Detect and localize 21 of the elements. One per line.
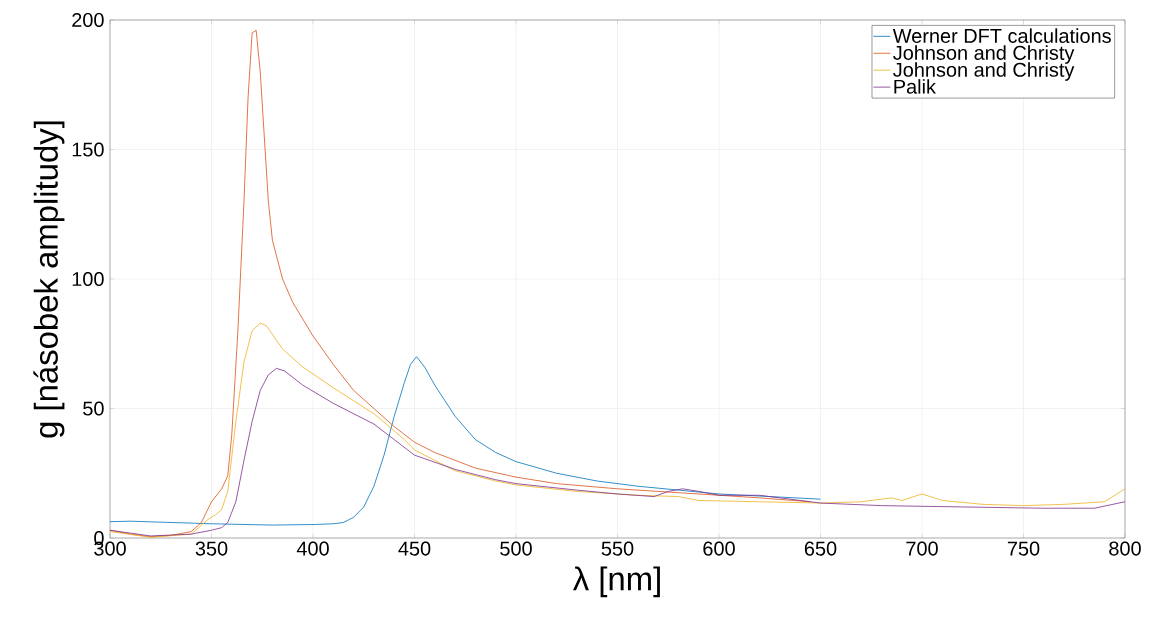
x-tick-label: 600 — [703, 541, 735, 556]
legend-label: Werner DFT calculations — [892, 28, 1111, 43]
x-tick-label: 400 — [296, 541, 329, 556]
y-tick-label: 200 — [72, 12, 104, 28]
y-tick-label: 150 — [72, 142, 104, 157]
line-series — [110, 367, 1125, 537]
y-tick-label: 50 — [83, 401, 104, 416]
line-series — [110, 356, 821, 526]
x-tick-label: 800 — [1109, 541, 1141, 556]
x-tick-label: 700 — [906, 541, 938, 556]
x-tick-label: 550 — [601, 541, 634, 556]
x-axis-title: λ [nm] — [572, 566, 660, 598]
y-axis-title: g [násobek amplitudy] — [33, 121, 65, 438]
x-tick-label: 350 — [195, 541, 228, 556]
legend-label: Palik — [894, 79, 936, 94]
x-tick-label: 500 — [500, 541, 532, 556]
x-tick-label: 650 — [804, 541, 837, 556]
x-tick-label: 450 — [398, 541, 431, 556]
x-tick-label: 750 — [1007, 541, 1040, 556]
line-series — [110, 322, 1125, 538]
y-tick-label: 100 — [72, 271, 104, 287]
